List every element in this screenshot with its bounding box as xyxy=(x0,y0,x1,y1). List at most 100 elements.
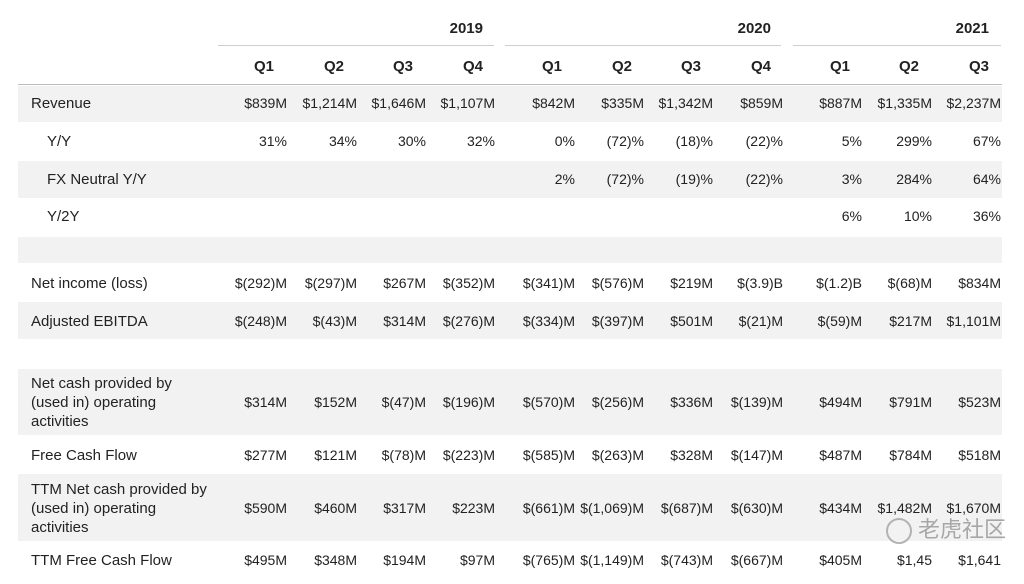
table-cell: $314M xyxy=(244,394,287,410)
table-cell: $(139)M xyxy=(730,394,783,410)
table-cell: $(1,149)M xyxy=(580,552,644,568)
table-cell: $121M xyxy=(314,447,357,463)
table-cell: $97M xyxy=(459,552,495,568)
table-cell: 284% xyxy=(896,171,932,187)
row-band xyxy=(18,474,1002,541)
row-label: TTM Free Cash Flow xyxy=(31,552,172,569)
table-cell: $(292)M xyxy=(234,275,287,291)
table-cell: 32% xyxy=(466,133,495,149)
quarter-header: Q3 xyxy=(680,58,701,75)
table-cell: $1,107M xyxy=(440,95,495,111)
table-cell: $887M xyxy=(819,95,862,111)
table-cell: $(661)M xyxy=(522,500,575,516)
table-cell: $(1.2)B xyxy=(816,275,862,291)
table-cell: $501M xyxy=(670,313,713,329)
row-band xyxy=(18,302,1002,339)
table-cell: $(43)M xyxy=(312,313,357,329)
row-band xyxy=(18,369,1002,435)
table-cell: $(147)M xyxy=(730,447,783,463)
row-label: Net cash provided by (used in) operating… xyxy=(31,375,172,430)
table-cell: $784M xyxy=(889,447,932,463)
table-cell: $405M xyxy=(819,552,862,568)
table-cell: $223M xyxy=(452,500,495,516)
row-label: FX Neutral Y/Y xyxy=(47,171,147,188)
table-cell: $(297)M xyxy=(304,275,357,291)
table-cell: $(1,069)M xyxy=(580,500,644,516)
table-cell: $317M xyxy=(383,500,426,516)
table-cell: $(263)M xyxy=(591,447,644,463)
year-2020: 2020 xyxy=(737,20,771,37)
row-label: TTM Net cash provided by (used in) opera… xyxy=(31,481,207,536)
table-cell: 2% xyxy=(554,171,575,187)
table-cell: 6% xyxy=(841,208,862,224)
table-cell: $(667)M xyxy=(730,552,783,568)
table-cell: $834M xyxy=(958,275,1001,291)
table-cell: $(196)M xyxy=(442,394,495,410)
table-cell: $839M xyxy=(244,95,287,111)
table-cell: $434M xyxy=(819,500,862,516)
table-cell: (19)% xyxy=(675,171,713,187)
table-cell: $(223)M xyxy=(442,447,495,463)
table-cell: $1,214M xyxy=(302,95,357,111)
table-cell: (72)% xyxy=(606,171,644,187)
table-cell: $267M xyxy=(383,275,426,291)
table-cell: (22)% xyxy=(745,133,783,149)
table-cell: $(47)M xyxy=(381,394,426,410)
table-cell: $277M xyxy=(244,447,287,463)
table-cell: $328M xyxy=(670,447,713,463)
table-cell: 299% xyxy=(896,133,932,149)
table-cell: $(256)M xyxy=(591,394,644,410)
table-cell: 3% xyxy=(841,171,862,187)
row-band xyxy=(18,86,1002,122)
table-cell: 67% xyxy=(972,133,1001,149)
table-cell: $(3.9)B xyxy=(737,275,783,291)
table-cell: (18)% xyxy=(675,133,713,149)
table-cell: $487M xyxy=(819,447,862,463)
table-cell: $523M xyxy=(958,394,1001,410)
table-cell: 36% xyxy=(972,208,1001,224)
table-cell: $(59)M xyxy=(817,313,862,329)
watermark-logo: 老虎社区 xyxy=(885,512,1006,545)
table-cell: $(397)M xyxy=(591,313,644,329)
table-cell: $1,342M xyxy=(658,95,713,111)
year-2021-rule xyxy=(793,45,1001,46)
table-cell: 64% xyxy=(972,171,1001,187)
table-cell: 0% xyxy=(554,133,575,149)
table-cell: $217M xyxy=(889,313,932,329)
table-cell: $1,335M xyxy=(877,95,932,111)
table-cell: $335M xyxy=(601,95,644,111)
table-cell: $(576)M xyxy=(591,275,644,291)
table-cell: $(68)M xyxy=(887,275,932,291)
row-band xyxy=(18,161,1002,198)
watermark-text: 老虎社区 xyxy=(917,517,1006,542)
table-cell: $791M xyxy=(889,394,932,410)
table-cell: $(687)M xyxy=(660,500,713,516)
quarter-header: Q3 xyxy=(392,58,413,75)
table-cell: $(570)M xyxy=(522,394,575,410)
table-cell: $(341)M xyxy=(522,275,575,291)
quarter-header: Q4 xyxy=(462,58,483,75)
table-cell: $494M xyxy=(819,394,862,410)
table-cell: $1,670M xyxy=(946,500,1001,516)
table-cell: $(248)M xyxy=(234,313,287,329)
quarter-header: Q1 xyxy=(829,58,850,75)
table-cell: 30% xyxy=(397,133,426,149)
quarter-header: Q1 xyxy=(253,58,274,75)
table-cell: $(743)M xyxy=(660,552,713,568)
table-cell: (22)% xyxy=(745,171,783,187)
table-cell: 5% xyxy=(841,133,862,149)
row-band xyxy=(18,237,1002,263)
table-cell: $(630)M xyxy=(730,500,783,516)
quarter-header: Q1 xyxy=(541,58,562,75)
table-cell: $1,482M xyxy=(877,500,932,516)
row-label: Free Cash Flow xyxy=(31,447,137,464)
year-2019-rule xyxy=(218,45,494,46)
table-cell: $1,101M xyxy=(946,313,1001,329)
table-cell: $(585)M xyxy=(522,447,575,463)
table-cell: $495M xyxy=(244,552,287,568)
table-cell: 31% xyxy=(258,133,287,149)
quarter-header: Q2 xyxy=(898,58,919,75)
table-cell: $(78)M xyxy=(381,447,426,463)
year-2020-rule xyxy=(505,45,781,46)
row-label: Revenue xyxy=(31,95,92,112)
